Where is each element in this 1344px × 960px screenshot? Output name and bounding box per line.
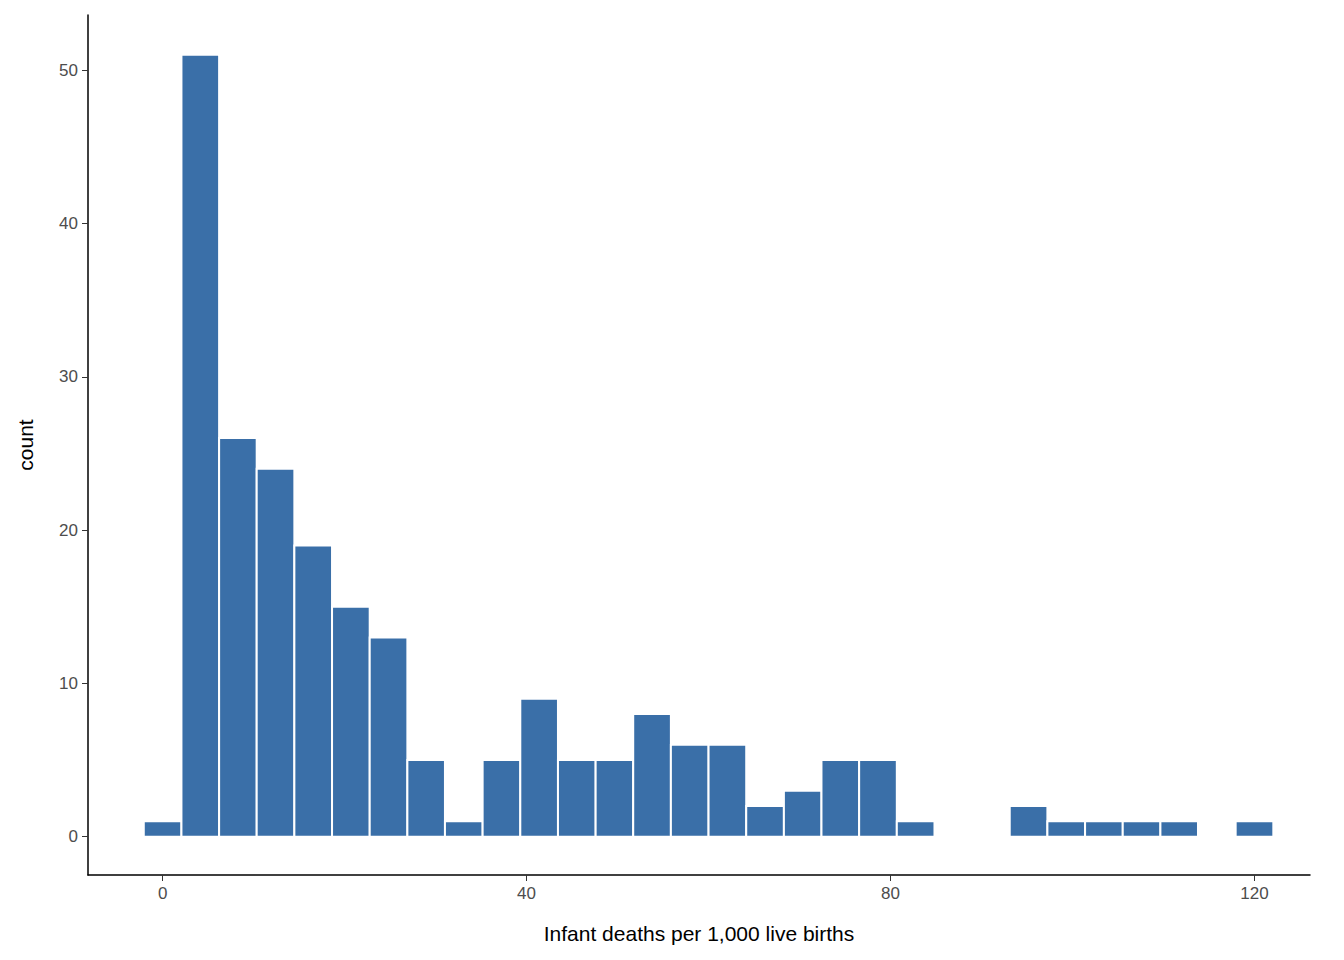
- svg-text:30: 30: [59, 367, 78, 386]
- svg-text:0: 0: [69, 827, 78, 846]
- svg-text:0: 0: [158, 884, 167, 903]
- svg-text:Infant deaths per 1,000 live b: Infant deaths per 1,000 live births: [544, 922, 855, 945]
- svg-text:120: 120: [1240, 884, 1268, 903]
- svg-text:40: 40: [517, 884, 536, 903]
- svg-text:20: 20: [59, 521, 78, 540]
- svg-text:50: 50: [59, 61, 78, 80]
- svg-text:80: 80: [881, 884, 900, 903]
- svg-text:40: 40: [59, 214, 78, 233]
- svg-text:count: count: [14, 419, 37, 471]
- svg-text:10: 10: [59, 674, 78, 693]
